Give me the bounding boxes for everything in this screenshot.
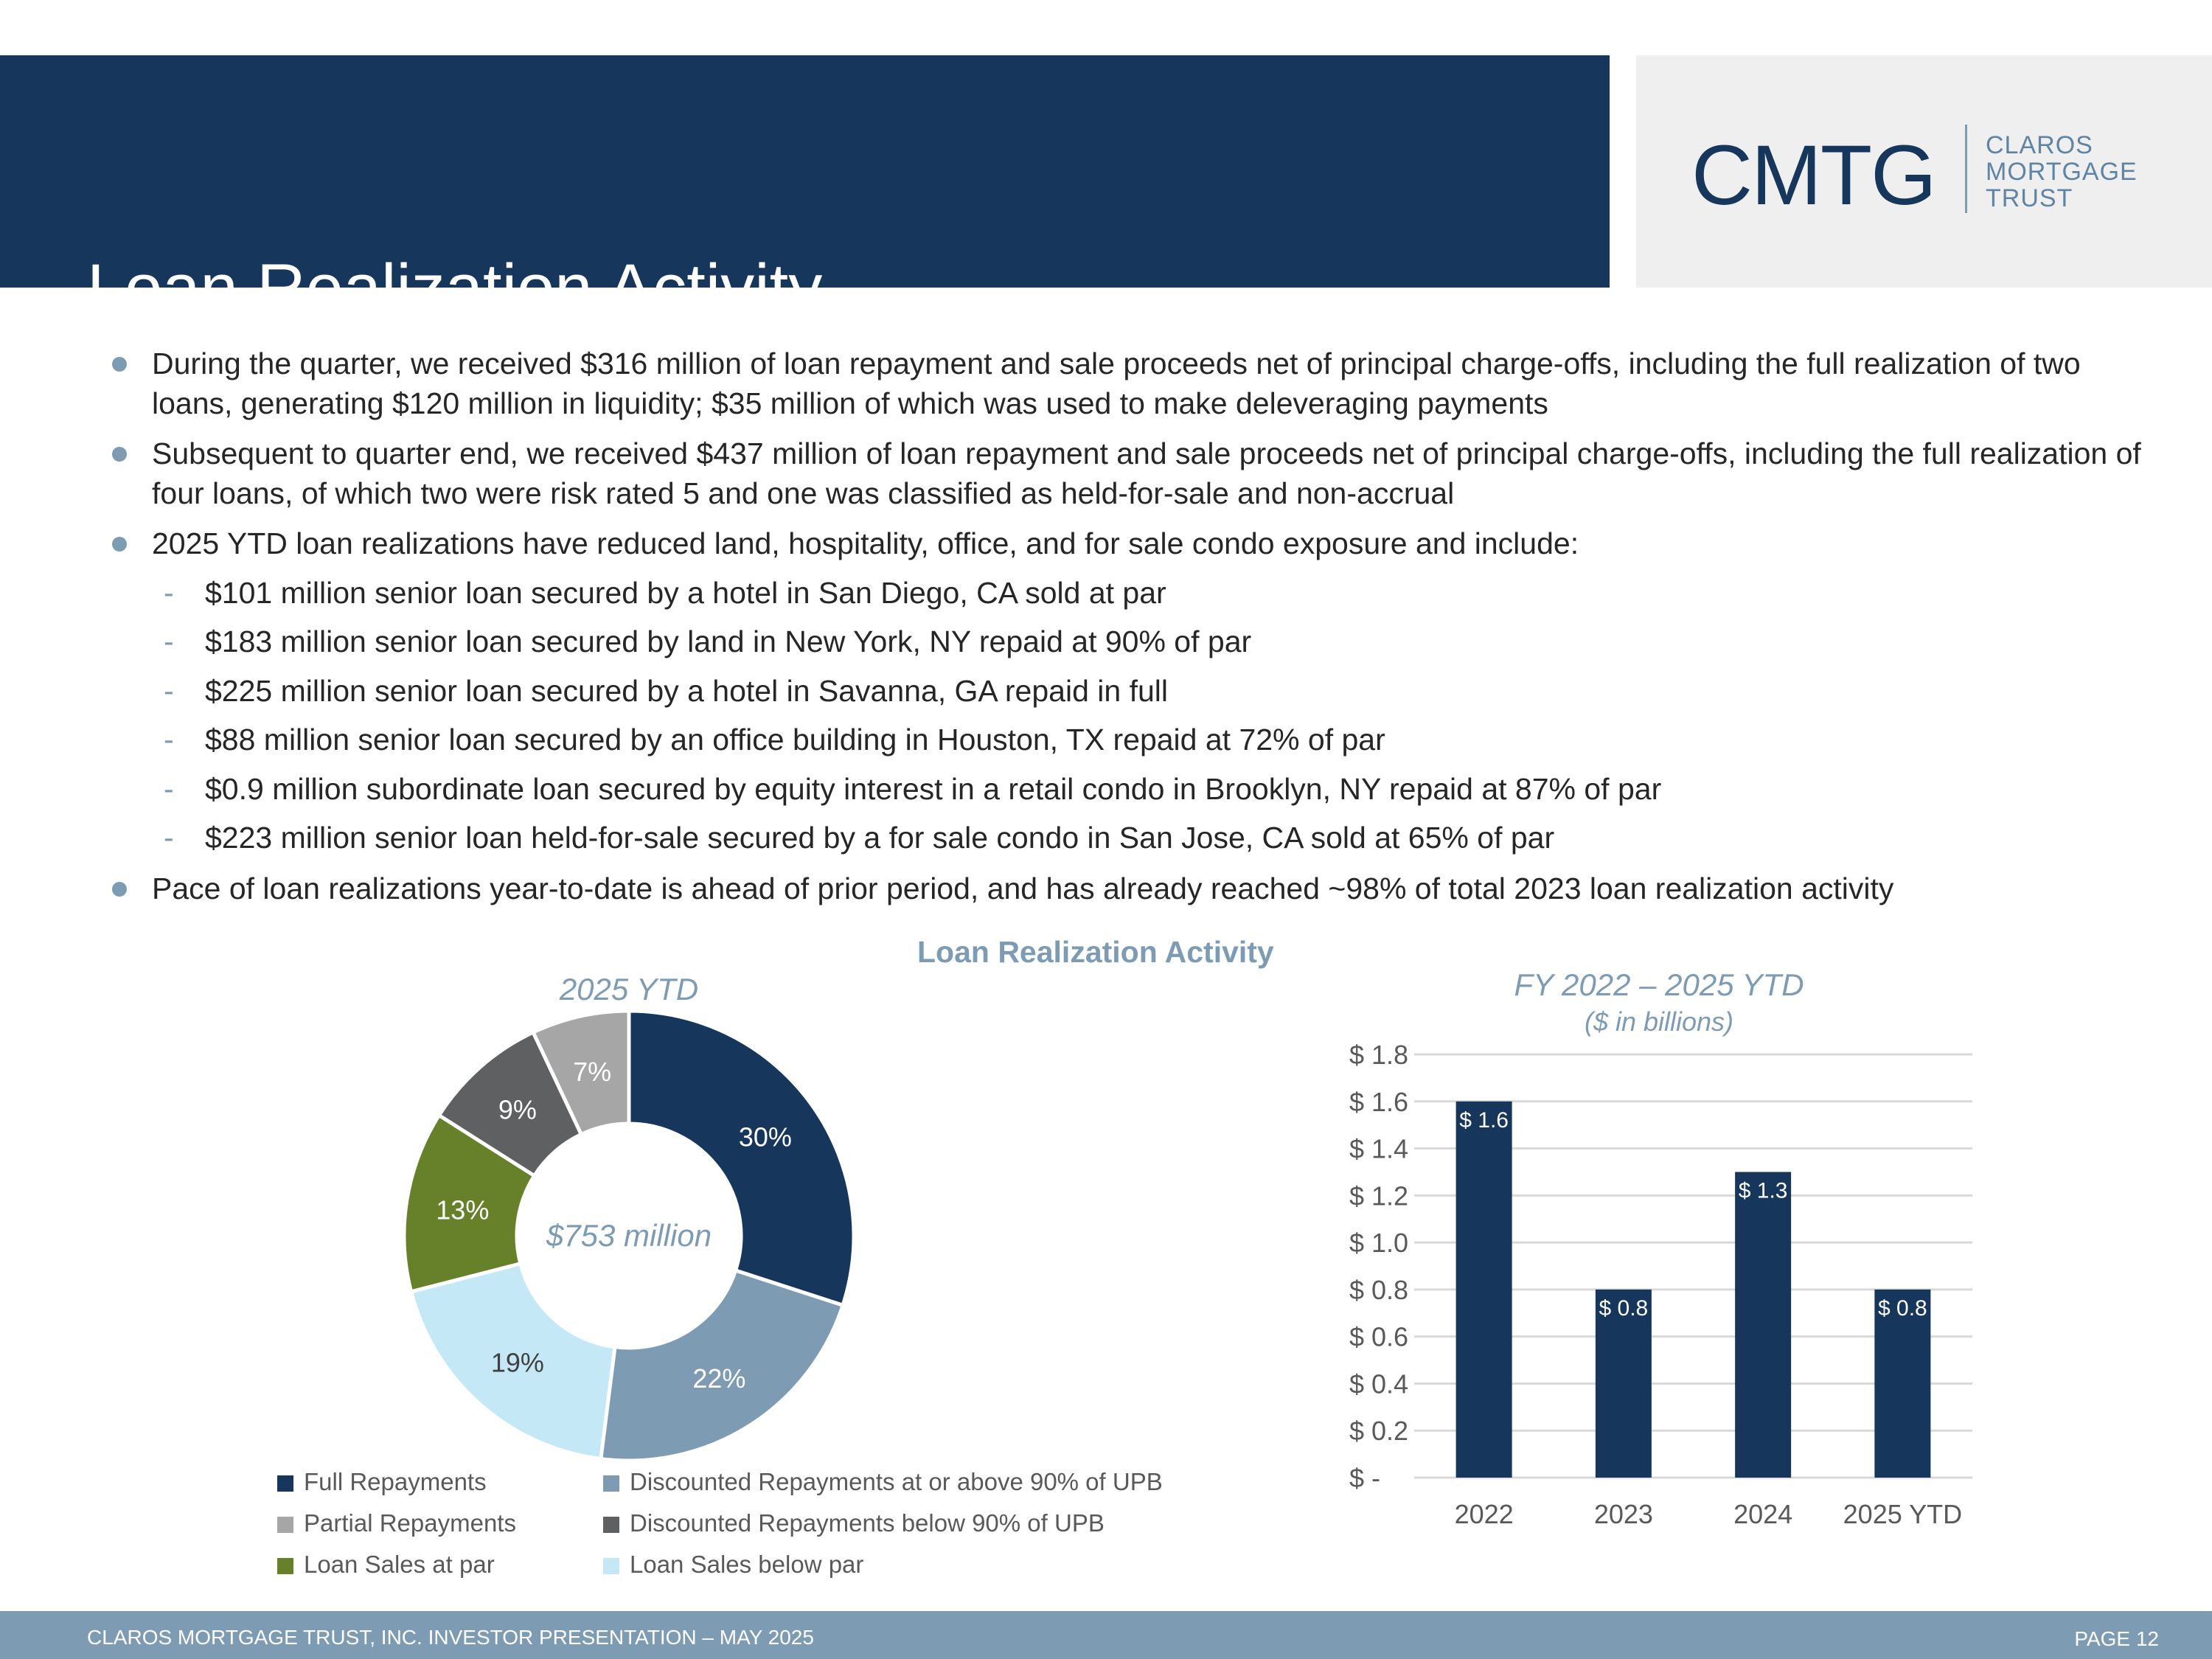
donut-chart-title: 2025 YTD [559, 972, 698, 1006]
donut-center-label: $753 million [546, 1218, 712, 1253]
logo-line-2: MORTGAGE [1986, 158, 2138, 186]
donut-slice [402, 1113, 538, 1294]
footer: CLAROS MORTGAGE TRUST, INC. INVESTOR PRE… [0, 1611, 2212, 1659]
bar [1735, 1172, 1792, 1478]
y-tick-label: $ 1.2 [1349, 1180, 1408, 1211]
donut-slice-label: 9% [498, 1095, 537, 1125]
bar-data-label: $ 1.3 [1739, 1178, 1788, 1203]
x-tick-label: 2025 YTD [1843, 1499, 1962, 1529]
bar-chart-title: FY 2022 – 2025 YTD [1514, 967, 1804, 1002]
x-tick-label: 2022 [1455, 1499, 1514, 1529]
legend-label: Full Repayments [304, 1468, 487, 1495]
header-bar: Loan Realization Activity [0, 55, 1610, 322]
logo-mark: CMTG [1691, 128, 1937, 223]
bar [1455, 1101, 1512, 1478]
y-tick-label: $ 0.4 [1349, 1368, 1408, 1399]
y-tick-label: $ 1.6 [1349, 1087, 1408, 1117]
legend-swatch [277, 1558, 293, 1574]
y-tick-label: $ 1.0 [1349, 1228, 1408, 1258]
logo-line-3: TRUST [1986, 184, 2073, 212]
sub-bullet-item: $88 million senior loan secured by an of… [164, 720, 2122, 759]
donut-chart: 2025 YTD 30% 22% 19% 13% 9% 7% $753 million F… [277, 972, 1163, 1578]
y-tick-label: $ 1.8 [1349, 1040, 1408, 1070]
logo: CMTG CLAROS MORTGAGE TRUST [1636, 55, 2212, 288]
bullet-item: Pace of loan realizations year-to-date i… [112, 869, 2172, 908]
bar [1595, 1289, 1652, 1478]
donut-slice [627, 1009, 856, 1308]
donut-slice-label: 22% [692, 1363, 745, 1394]
sub-bullet-item: $223 million senior loan held-for-sale s… [164, 818, 2122, 858]
bar [1874, 1289, 1931, 1478]
y-tick-label: $ 1.4 [1349, 1134, 1408, 1164]
x-tick-label: 2024 [1733, 1499, 1792, 1529]
bar-data-label: $ 0.8 [1878, 1296, 1927, 1321]
bar-data-label: $ 1.6 [1459, 1108, 1509, 1133]
sub-bullet-item: $101 million senior loan secured by a ho… [164, 573, 2122, 613]
legend-swatch [277, 1475, 293, 1492]
chart-section-title: Loan Realization Activity [917, 935, 1274, 969]
legend-swatch [603, 1517, 619, 1533]
sub-bullet-item: $225 million senior loan secured by a ho… [164, 671, 2122, 711]
logo-text: CLAROS MORTGAGE TRUST [1986, 132, 2138, 212]
donut-slice-label: 13% [436, 1194, 489, 1225]
sub-bullet-item: $183 million senior loan secured by land… [164, 622, 2122, 661]
bullet-item: 2025 YTD loan realizations have reduced … [112, 524, 2172, 563]
footer-text: CLAROS MORTGAGE TRUST, INC. INVESTOR PRE… [87, 1626, 814, 1649]
x-tick-label: 2023 [1594, 1499, 1653, 1529]
logo-line-1: CLAROS [1986, 131, 2093, 159]
y-tick-label: $ 0.6 [1349, 1322, 1408, 1352]
legend-label: Discounted Repayments below 90% of UPB [630, 1509, 1105, 1537]
logo-divider [1965, 125, 1967, 213]
y-tick-label: $ 0.2 [1349, 1416, 1408, 1446]
legend-swatch [277, 1517, 293, 1533]
donut-slice [598, 1267, 846, 1463]
donut-slice [530, 1009, 631, 1137]
y-tick-label: $ 0.8 [1349, 1275, 1408, 1305]
bar-data-label: $ 0.8 [1599, 1296, 1649, 1321]
legend-swatch [603, 1475, 619, 1492]
page-title: Loan Realization Activity [87, 251, 823, 326]
bullet-item: During the quarter, we received $316 mil… [112, 344, 2143, 423]
donut-slice [408, 1261, 617, 1461]
donut-slice-label: 30% [739, 1122, 792, 1152]
page-number: PAGE 12 [2074, 1627, 2159, 1650]
legend-label: Discounted Repayments at or above 90% of… [630, 1468, 1163, 1495]
bar-chart: FY 2022 – 2025 YTD ($ in billions) $ - $ … [1349, 967, 1972, 1529]
donut-slice-label: 7% [573, 1057, 611, 1087]
donut-slice-label: 19% [491, 1347, 544, 1377]
y-tick-label: $ - [1349, 1463, 1380, 1493]
legend-label: Loan Sales below par [630, 1551, 863, 1578]
legend-label: Partial Repayments [304, 1509, 516, 1537]
legend-label: Loan Sales at par [304, 1551, 495, 1578]
legend-swatch [603, 1558, 619, 1574]
bullet-item: Subsequent to quarter end, we received $… [112, 434, 2172, 513]
sub-bullet-item: $0.9 million subordinate loan secured by… [164, 769, 2122, 809]
bar-chart-subtitle: ($ in billions) [1585, 1006, 1733, 1037]
